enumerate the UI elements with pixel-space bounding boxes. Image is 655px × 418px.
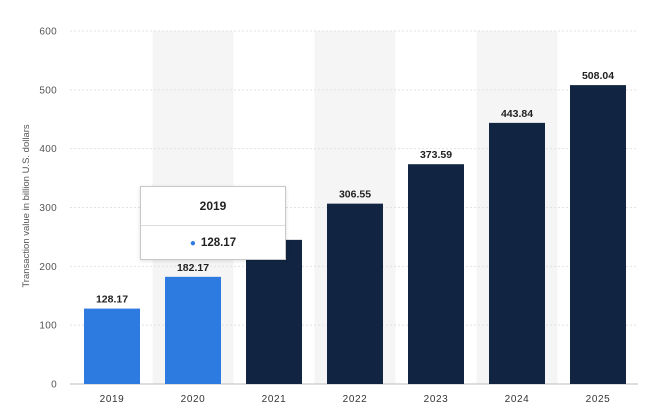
y-tick-label: 0: [51, 380, 57, 391]
x-tick-label: 2021: [262, 394, 287, 405]
data-label-2023: 373.59: [420, 149, 452, 161]
bar-2023[interactable]: [408, 164, 464, 384]
x-tick-label: 2024: [505, 394, 530, 405]
tooltip-series-dot-icon: ●: [189, 238, 196, 249]
y-axis-label: Transaction value in billion U.S. dollar…: [21, 124, 32, 288]
bar-2025[interactable]: [570, 85, 626, 384]
x-tick-label: 2023: [424, 394, 449, 405]
bar-2024[interactable]: [489, 122, 545, 384]
data-label-2024: 443.84: [501, 108, 533, 120]
tooltip: 2019 ● 128.17: [140, 186, 286, 260]
data-label-2020: 182.17: [177, 262, 209, 274]
y-tick-label: 300: [39, 203, 57, 214]
y-tick-label: 500: [39, 85, 57, 96]
data-label-2025: 508.04: [582, 70, 614, 82]
tooltip-value: 128.17: [200, 237, 237, 249]
y-tick-label: 400: [39, 144, 57, 155]
y-tick-label: 200: [39, 262, 57, 273]
tooltip-title: 2019: [141, 187, 285, 226]
x-tick-label: 2025: [586, 394, 611, 405]
data-label-2019: 128.17: [96, 294, 128, 306]
bar-2021[interactable]: [246, 239, 302, 384]
data-label-2022: 306.55: [339, 189, 371, 201]
x-tick-label: 2020: [181, 394, 206, 405]
bar-2019[interactable]: [84, 308, 140, 384]
x-tick-label: 2019: [100, 394, 125, 405]
y-tick-label: 600: [39, 27, 57, 38]
tooltip-body: ● 128.17: [141, 226, 285, 260]
bar-2020[interactable]: [165, 276, 221, 384]
y-tick-label: 100: [39, 321, 57, 332]
x-tick-label: 2022: [343, 394, 368, 405]
bar-2022[interactable]: [327, 203, 383, 384]
